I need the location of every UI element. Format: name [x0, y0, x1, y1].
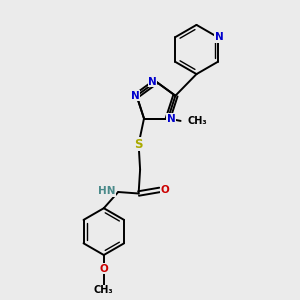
Text: N: N: [148, 76, 157, 87]
Text: N: N: [167, 113, 176, 124]
Text: HN: HN: [98, 186, 115, 197]
Text: O: O: [160, 185, 169, 195]
Text: CH₃: CH₃: [94, 285, 114, 296]
Text: CH₃: CH₃: [188, 116, 207, 126]
Text: S: S: [134, 137, 143, 151]
Text: N: N: [131, 91, 140, 101]
Text: O: O: [99, 264, 108, 274]
Text: N: N: [215, 32, 224, 42]
